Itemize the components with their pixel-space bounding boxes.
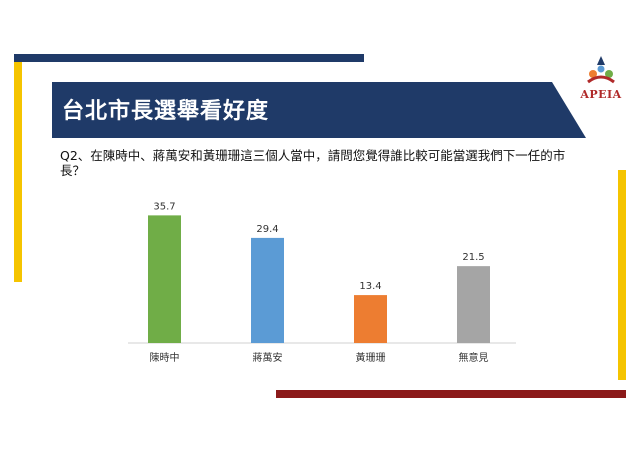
bar-3 (457, 266, 490, 343)
category-label-0: 陳時中 (150, 351, 180, 364)
bar-1 (251, 237, 284, 343)
bar-2 (354, 295, 387, 343)
bar-0 (148, 215, 181, 343)
apeia-logo (587, 56, 615, 84)
value-label-3: 21.5 (462, 252, 484, 263)
value-label-0: 35.7 (153, 201, 175, 212)
title-banner (52, 82, 586, 138)
bottom-red-stripe (276, 390, 626, 398)
left-yellow-stripe (14, 62, 22, 282)
category-label-1: 蔣萬安 (253, 351, 283, 364)
value-label-2: 13.4 (359, 281, 381, 292)
logo-text: APEIA (580, 88, 622, 101)
top-navy-stripe (14, 54, 364, 62)
survey-question: Q2、在陳時中、蔣萬安和黃珊珊這三個人當中，請問您覺得誰比較可能當選我們下一任的… (60, 148, 566, 178)
value-label-1: 29.4 (256, 224, 278, 235)
right-yellow-stripe (618, 170, 626, 380)
category-label-3: 無意見 (459, 351, 489, 364)
page-title: 台北市長選舉看好度 (62, 99, 270, 124)
category-label-2: 黃珊珊 (356, 351, 386, 364)
